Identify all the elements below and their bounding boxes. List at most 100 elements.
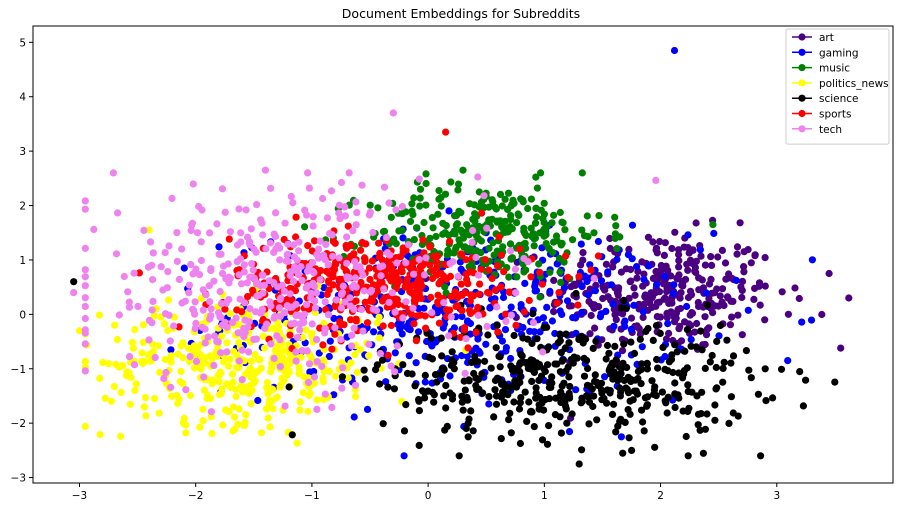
data-point [682, 432, 690, 441]
data-point [262, 405, 270, 413]
data-point [352, 317, 360, 325]
data-point [572, 289, 580, 298]
data-point [415, 279, 423, 287]
data-point [232, 392, 240, 401]
data-point [410, 236, 418, 244]
data-point [548, 219, 556, 227]
data-point [387, 362, 395, 370]
data-point [585, 420, 593, 428]
x-tick-label: −2 [188, 490, 203, 502]
data-point [458, 307, 466, 315]
data-point [235, 405, 243, 413]
data-point [446, 237, 454, 245]
data-point [469, 226, 477, 235]
y-axis-ticks: −3 −2 −1 0 1 2 3 4 5 [11, 37, 33, 485]
data-point [196, 351, 204, 359]
series-tech [70, 109, 660, 416]
legend-item-gaming: gaming [792, 47, 859, 59]
data-point [531, 282, 539, 290]
data-point [517, 350, 525, 358]
data-point [585, 274, 593, 282]
data-point [226, 355, 234, 363]
data-point [309, 213, 317, 221]
data-point [360, 366, 368, 374]
data-point [467, 407, 475, 415]
data-point [428, 214, 436, 222]
data-point [697, 327, 705, 335]
data-point [462, 270, 470, 278]
data-point [702, 331, 711, 339]
data-point [321, 329, 329, 337]
data-point [307, 354, 315, 362]
data-point [507, 202, 515, 210]
x-tick-label: 0 [425, 490, 432, 502]
data-point [416, 185, 425, 193]
data-point [444, 246, 452, 254]
data-point [131, 386, 139, 394]
data-point [160, 320, 168, 328]
legend-item-music: music [792, 63, 850, 75]
data-point [313, 335, 321, 344]
data-point [530, 423, 538, 431]
data-point [491, 286, 499, 294]
data-point [223, 339, 231, 347]
data-point [226, 228, 234, 236]
data-point [561, 226, 569, 234]
data-point [305, 360, 314, 368]
data-point [553, 360, 561, 368]
data-point [343, 274, 351, 282]
data-point [437, 370, 445, 378]
data-point [664, 320, 672, 328]
data-point [302, 284, 310, 292]
data-point [669, 289, 677, 297]
data-point [626, 278, 634, 286]
data-point [524, 258, 532, 266]
data-point [458, 312, 466, 321]
data-point [575, 272, 583, 280]
x-tick-label: 2 [657, 490, 664, 502]
data-point [199, 405, 207, 413]
data-point [353, 368, 361, 376]
data-point [404, 324, 412, 332]
data-point [711, 416, 719, 424]
legend-marker [798, 125, 806, 133]
data-point [321, 298, 329, 306]
data-point [707, 253, 715, 261]
data-point [512, 321, 520, 329]
data-point [497, 251, 505, 259]
data-point [339, 364, 347, 372]
data-point [286, 303, 294, 312]
data-point [671, 403, 679, 412]
data-point [234, 329, 242, 337]
data-point [213, 220, 221, 228]
data-point [202, 291, 210, 299]
data-point [292, 213, 300, 221]
data-point [442, 381, 450, 390]
data-point [251, 351, 259, 359]
data-point [312, 289, 321, 297]
data-point [501, 195, 509, 203]
data-point [378, 256, 386, 264]
data-point [460, 243, 468, 251]
data-point [285, 383, 293, 391]
data-point [438, 352, 446, 360]
data-point [238, 308, 246, 316]
data-point [304, 242, 312, 250]
data-point [738, 277, 747, 285]
data-point [440, 299, 448, 307]
data-point [151, 394, 159, 403]
data-point [435, 319, 443, 327]
data-point [459, 166, 467, 174]
data-point [740, 268, 748, 276]
data-point [490, 413, 498, 421]
data-point [514, 210, 522, 218]
data-point [744, 306, 752, 314]
data-point [139, 321, 147, 329]
data-point [656, 238, 664, 246]
data-point [304, 169, 312, 177]
data-point [649, 238, 657, 246]
data-point [556, 413, 564, 421]
data-point [406, 217, 415, 225]
data-point [683, 260, 691, 268]
data-point [81, 357, 89, 365]
